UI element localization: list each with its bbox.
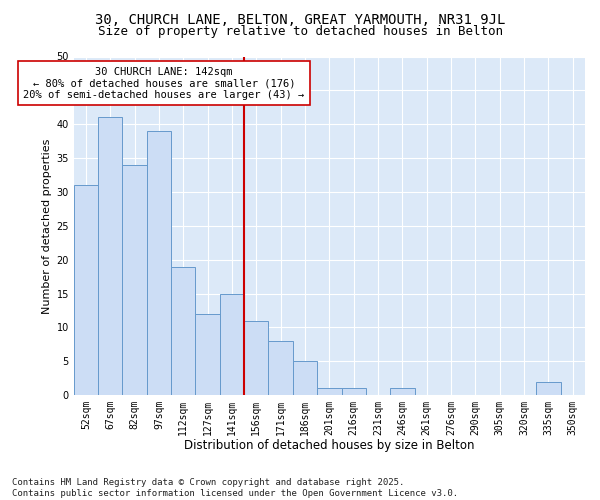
Text: Size of property relative to detached houses in Belton: Size of property relative to detached ho… [97, 25, 503, 38]
Bar [147, 131, 171, 395]
Bar [74, 185, 98, 395]
Bar [244, 320, 268, 395]
Text: 30 CHURCH LANE: 142sqm
← 80% of detached houses are smaller (176)
20% of semi-de: 30 CHURCH LANE: 142sqm ← 80% of detached… [23, 66, 304, 100]
Bar [122, 165, 147, 395]
Bar [220, 294, 244, 395]
Text: Contains HM Land Registry data © Crown copyright and database right 2025.
Contai: Contains HM Land Registry data © Crown c… [12, 478, 458, 498]
X-axis label: Distribution of detached houses by size in Belton: Distribution of detached houses by size … [184, 440, 475, 452]
Bar [390, 388, 415, 395]
Bar [341, 388, 366, 395]
Bar [536, 382, 560, 395]
Bar [317, 388, 341, 395]
Y-axis label: Number of detached properties: Number of detached properties [42, 138, 52, 314]
Bar [171, 266, 196, 395]
Bar [98, 118, 122, 395]
Bar [196, 314, 220, 395]
Bar [268, 341, 293, 395]
Text: 30, CHURCH LANE, BELTON, GREAT YARMOUTH, NR31 9JL: 30, CHURCH LANE, BELTON, GREAT YARMOUTH,… [95, 12, 505, 26]
Bar [293, 362, 317, 395]
